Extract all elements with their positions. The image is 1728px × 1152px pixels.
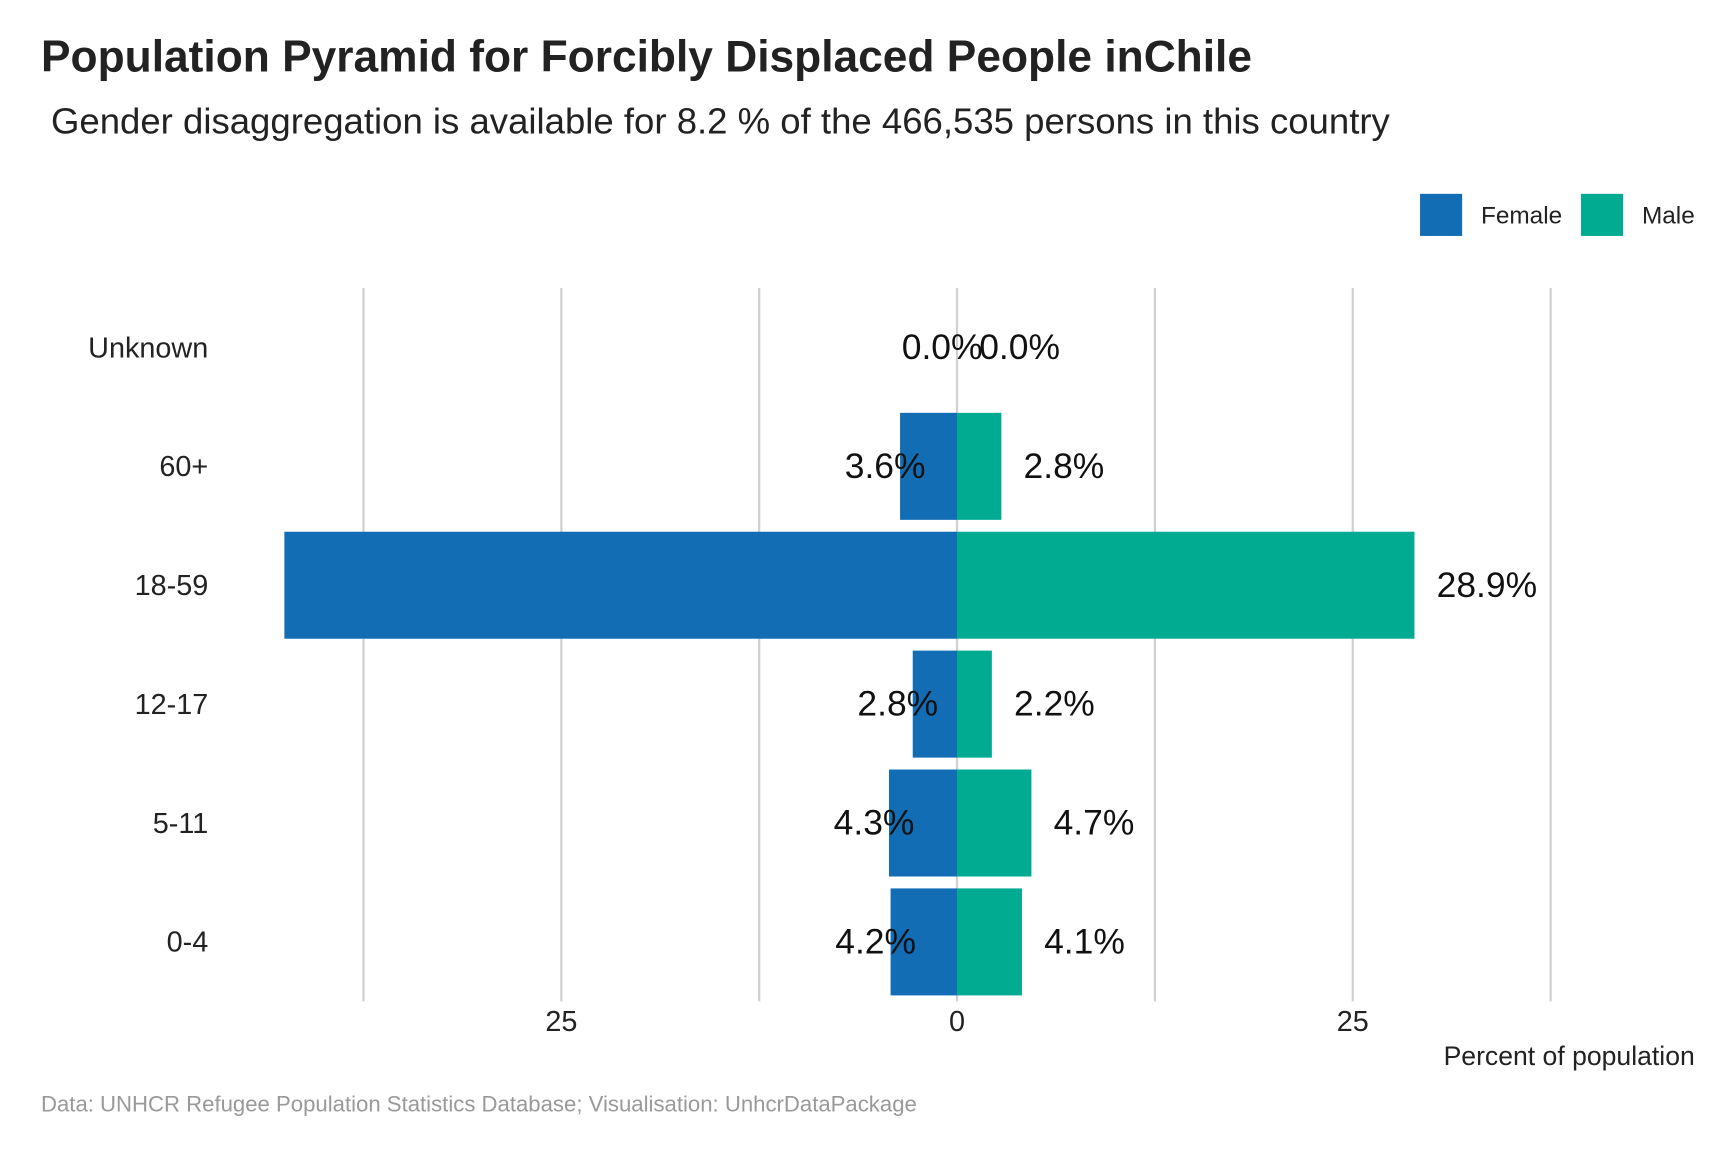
bar	[900, 412, 958, 520]
y-tick-label: Unknown	[88, 332, 208, 364]
value-label: 28.9%	[1437, 565, 1537, 605]
bar	[284, 531, 958, 639]
legend-swatch	[1420, 193, 1463, 236]
y-tick-label: 18-59	[135, 570, 209, 602]
value-label: 2.2%	[1014, 684, 1095, 724]
bar	[957, 888, 1022, 996]
chart-subtitle: Gender disaggregation is available for 8…	[51, 101, 1391, 142]
caption: Data: UNHCR Refugee Population Statistic…	[41, 1091, 917, 1116]
value-label: 2.8%	[1024, 446, 1105, 486]
value-label: 3.6%	[845, 446, 926, 486]
value-label: 2.8%	[857, 684, 938, 724]
y-tick-label: 60+	[159, 451, 208, 483]
legend-label: Female	[1481, 203, 1562, 230]
value-label: 0.0%	[979, 327, 1060, 367]
value-label: 4.3%	[834, 803, 915, 843]
x-tick-label: 25	[545, 1006, 577, 1038]
bar	[912, 650, 958, 758]
bar	[888, 769, 958, 877]
value-label: 4.1%	[1044, 921, 1125, 961]
y-tick-label: 12-17	[135, 689, 209, 721]
value-label: 4.2%	[835, 921, 916, 961]
y-tick-label: 0-4	[167, 927, 209, 959]
chart-title: Population Pyramid for Forcibly Displace…	[41, 33, 1252, 82]
bar	[957, 650, 992, 758]
y-tick-label: 5-11	[153, 808, 209, 840]
legend-label: Male	[1642, 203, 1695, 230]
value-label: 4.7%	[1054, 803, 1135, 843]
x-axis-label: Percent of population	[1444, 1041, 1695, 1071]
x-tick-label: 25	[1337, 1006, 1369, 1038]
bar	[890, 888, 958, 996]
bar	[957, 412, 1002, 520]
bar	[957, 769, 1032, 877]
x-tick-label: 0	[949, 1006, 965, 1038]
value-label: 0.0%	[902, 327, 983, 367]
bar	[957, 531, 1415, 639]
legend-swatch	[1581, 193, 1624, 236]
